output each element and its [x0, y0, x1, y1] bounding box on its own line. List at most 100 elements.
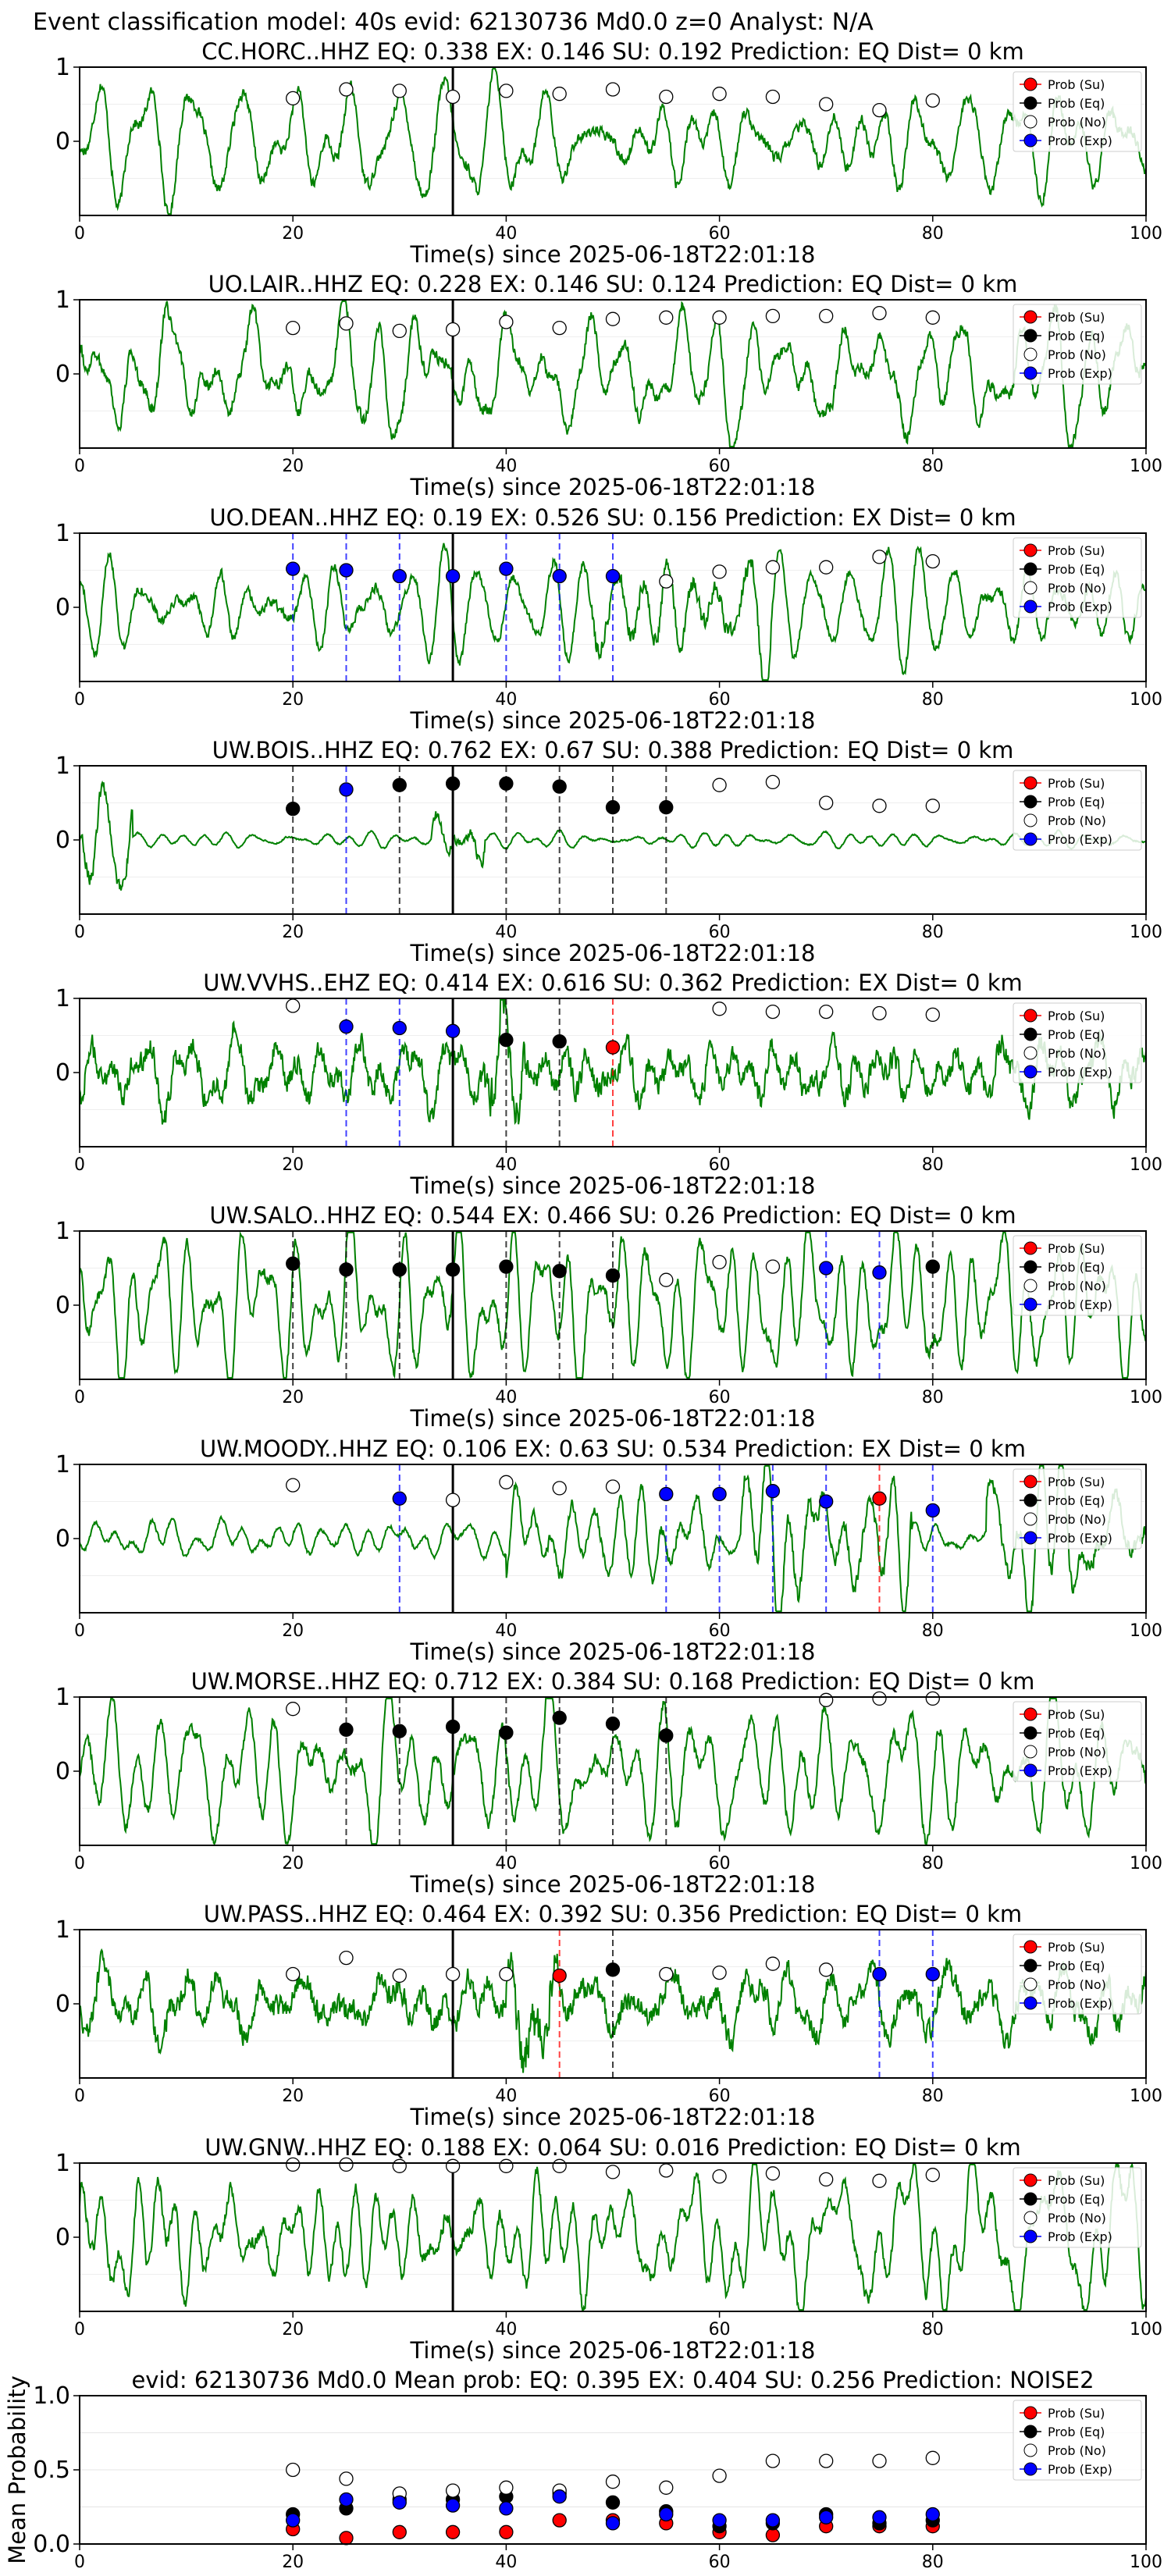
data-point	[552, 320, 567, 336]
station-panel-5: UW.VVHS..EHZ EQ: 0.414 EX: 0.616 SU: 0.3…	[55, 970, 1162, 1199]
legend-marker	[1023, 813, 1038, 827]
figure-suptitle: Event classification model: 40s evid: 62…	[33, 9, 874, 36]
x-tick-label: 40	[495, 1388, 517, 1407]
y-tick-label: 1.0	[33, 2382, 70, 2410]
panel-title: evid: 62130736 Md0.0 Mean prob: EQ: 0.39…	[131, 2367, 1094, 2393]
y-tick-label: 0	[55, 594, 70, 621]
data-point	[392, 568, 407, 584]
data-point	[712, 564, 727, 579]
data-point	[765, 2513, 781, 2528]
data-point	[872, 102, 887, 118]
x-tick-label: 60	[709, 2553, 731, 2572]
y-axis-label: Mean Probability	[4, 2375, 30, 2564]
x-tick-label: 80	[922, 2087, 944, 2106]
data-point	[445, 1262, 461, 1277]
data-point	[339, 1262, 354, 1277]
panel-title: UW.BOIS..HHZ EQ: 0.762 EX: 0.67 SU: 0.38…	[212, 737, 1014, 763]
legend-marker	[1023, 2462, 1038, 2476]
legend-marker	[1023, 329, 1038, 343]
legend-label-8-0: Prob (Su)	[1048, 1940, 1105, 1955]
legend-label-7-1: Prob (Eq)	[1048, 1726, 1105, 1741]
data-point	[552, 2158, 567, 2173]
data-point	[765, 560, 781, 575]
legend-marker	[1023, 1279, 1038, 1293]
data-point	[445, 2483, 461, 2498]
waveform-trace	[79, 1948, 1147, 2073]
x-tick-label: 20	[282, 690, 304, 710]
data-point	[765, 2528, 781, 2542]
data-point	[392, 84, 407, 98]
legend-label-7-2: Prob (No)	[1048, 1745, 1106, 1759]
data-point	[605, 311, 621, 326]
x-tick-label: 60	[709, 2320, 731, 2339]
data-point	[499, 1259, 514, 1274]
y-tick-label: 1	[55, 1451, 70, 1478]
station-panel-7: UW.MOODY..HHZ EQ: 0.106 EX: 0.63 SU: 0.5…	[55, 1436, 1162, 1665]
legend-marker	[1023, 776, 1038, 790]
legend-label-0-2: Prob (No)	[1048, 115, 1106, 130]
data-point	[712, 310, 727, 325]
legend-label-4-0: Prob (Su)	[1048, 1009, 1105, 1023]
legend-label-4-1: Prob (Eq)	[1048, 1027, 1105, 1042]
data-point	[339, 316, 354, 331]
data-point	[659, 800, 674, 815]
x-tick-label: 0	[74, 923, 85, 942]
data-point	[552, 1710, 567, 1725]
data-point	[872, 305, 887, 321]
waveform-trace	[79, 1464, 1147, 1613]
data-point	[605, 2165, 621, 2179]
x-tick-label: 100	[1130, 1155, 1162, 1175]
legend-label-3-2: Prob (No)	[1048, 813, 1106, 828]
data-point	[819, 1692, 834, 1707]
legend-label-9-1: Prob (Eq)	[1048, 2192, 1105, 2207]
data-point	[339, 1722, 354, 1737]
data-point	[712, 87, 727, 101]
x-tick-label: 20	[282, 2087, 304, 2106]
data-point	[605, 2495, 621, 2510]
data-point	[712, 1965, 727, 1980]
data-point	[499, 1725, 514, 1740]
panel-title: UW.PASS..HHZ EQ: 0.464 EX: 0.392 SU: 0.3…	[204, 1901, 1022, 1927]
data-point	[819, 2510, 834, 2524]
x-tick-label: 40	[495, 2320, 517, 2339]
legend-label-10-0: Prob (Su)	[1048, 2406, 1105, 2421]
data-point	[392, 2158, 407, 2173]
data-point	[339, 2157, 354, 2172]
legend-marker	[1023, 1745, 1038, 1759]
legend-label-0-3: Prob (Exp)	[1048, 133, 1112, 148]
panel-title: UW.SALO..HHZ EQ: 0.544 EX: 0.466 SU: 0.2…	[209, 1202, 1016, 1229]
data-point	[392, 1020, 407, 1036]
legend-marker	[1023, 310, 1038, 324]
data-point	[339, 82, 354, 97]
legend-box	[1013, 770, 1142, 851]
legend-label-1-3: Prob (Exp)	[1048, 366, 1112, 381]
y-tick-label: 0	[55, 2224, 70, 2251]
data-point	[605, 1268, 621, 1283]
data-point	[339, 2492, 354, 2507]
y-tick-label: 0	[55, 1525, 70, 1553]
x-tick-label: 20	[282, 2320, 304, 2339]
data-point	[925, 1259, 940, 1274]
data-point	[552, 1034, 567, 1049]
data-point	[445, 568, 461, 584]
legend-box	[1013, 1002, 1142, 1083]
x-tick-label: 20	[282, 224, 304, 244]
legend-marker	[1023, 96, 1038, 110]
x-tick-label: 0	[74, 1854, 85, 1873]
legend-label-7-3: Prob (Exp)	[1048, 1763, 1112, 1778]
y-tick-label: 1	[55, 2150, 70, 2177]
x-tick-label: 0	[74, 2320, 85, 2339]
data-point	[659, 1728, 674, 1743]
data-point	[712, 1002, 727, 1016]
legend-label-6-3: Prob (Exp)	[1048, 1531, 1112, 1546]
legend-label-6-2: Prob (No)	[1048, 1512, 1106, 1527]
data-point	[499, 1966, 514, 1982]
data-point	[552, 779, 567, 794]
data-point	[499, 561, 514, 576]
x-tick-label: 80	[922, 1388, 944, 1407]
data-point	[392, 2524, 407, 2539]
legend-label-3-1: Prob (Eq)	[1048, 795, 1105, 809]
x-tick-label: 20	[282, 1155, 304, 1175]
x-tick-label: 0	[74, 224, 85, 244]
legend-label-0-0: Prob (Su)	[1048, 77, 1105, 92]
